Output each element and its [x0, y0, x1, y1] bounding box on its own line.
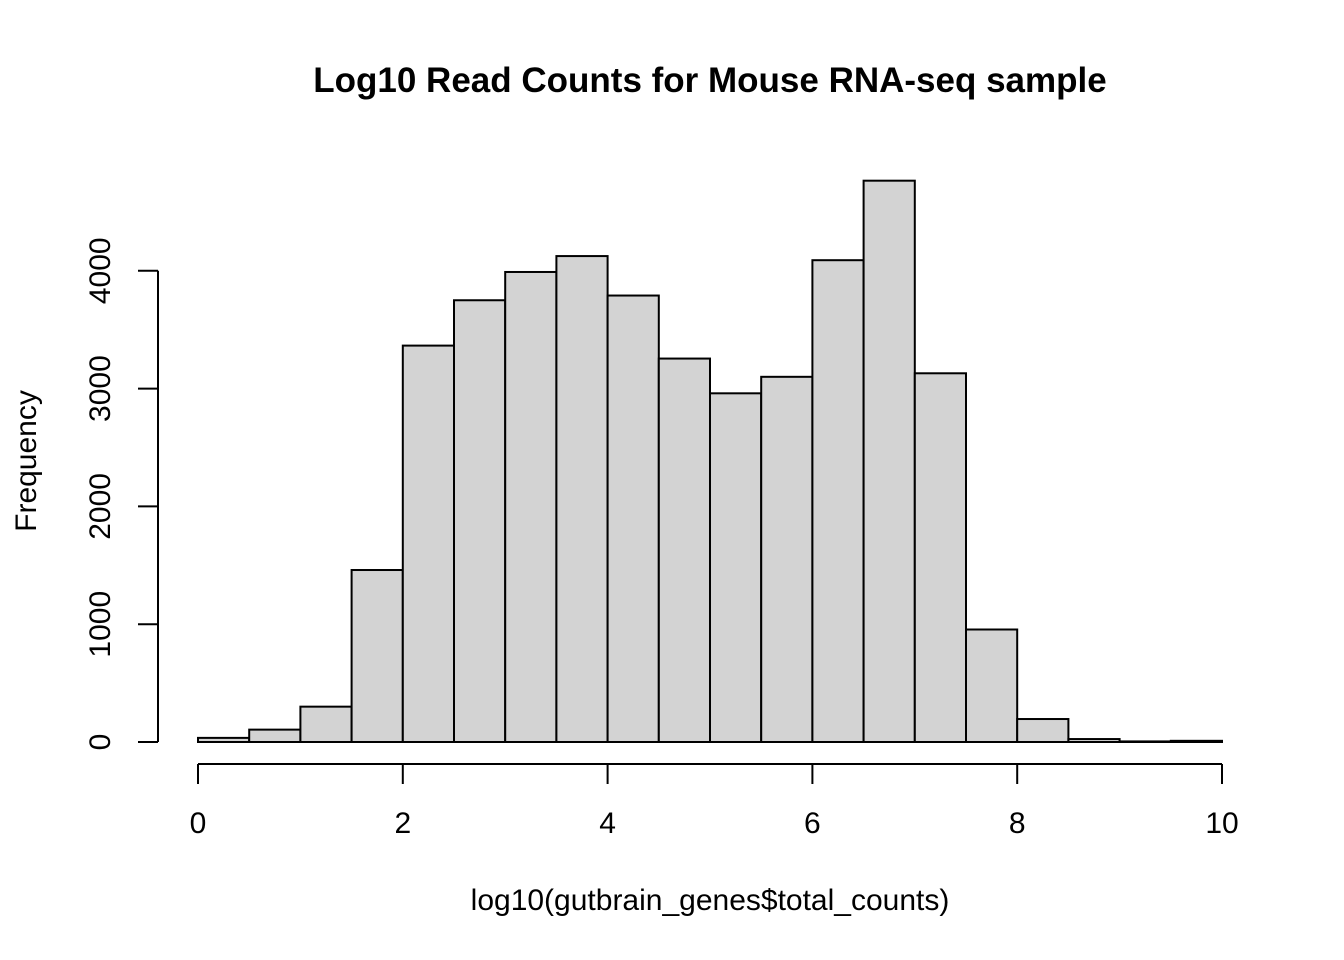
histogram-bar: [504, 270, 558, 743]
histogram-bar: [1067, 738, 1121, 743]
y-tick-label: 2000: [84, 473, 117, 540]
x-tick-label: 2: [394, 807, 411, 840]
histogram-bar: [657, 357, 711, 743]
histogram-bar: [606, 294, 660, 743]
y-tick-label: 1000: [84, 591, 117, 658]
histogram-bar: [248, 728, 302, 743]
histogram-bar: [913, 372, 967, 743]
y-axis: 0 1000 2000 3000 4000: [84, 237, 159, 751]
histogram-bar: [453, 299, 507, 743]
y-tick-label: 4000: [84, 237, 117, 304]
bars-group: [197, 179, 1224, 744]
histogram-bar: [709, 392, 763, 743]
histogram-bar: [401, 344, 455, 743]
y-tick-label: 0: [84, 734, 117, 751]
chart-title: Log10 Read Counts for Mouse RNA-seq samp…: [313, 61, 1106, 100]
histogram-bar: [197, 736, 251, 744]
histogram-bar: [350, 569, 404, 744]
histogram-bar: [1169, 739, 1224, 744]
x-tick-label: 10: [1205, 807, 1238, 840]
histogram-bar: [862, 179, 916, 744]
histogram-bar: [299, 705, 353, 743]
x-tick-label: 0: [190, 807, 207, 840]
histogram-bar: [1016, 718, 1070, 743]
histogram-bar: [1118, 740, 1172, 744]
x-tick-label: 6: [804, 807, 821, 840]
histogram-bar: [811, 259, 865, 743]
histogram-bar: [555, 255, 609, 743]
histogram-bar: [760, 375, 814, 743]
y-tick-label: 3000: [84, 355, 117, 422]
x-tick-label: 4: [599, 807, 616, 840]
y-axis-label: Frequency: [10, 390, 43, 532]
x-tick-label: 8: [1009, 807, 1026, 840]
x-axis-label: log10(gutbrain_genes$total_counts): [471, 884, 950, 917]
x-axis: 0 2 4 6 8 10: [190, 763, 1239, 840]
histogram-bar: [965, 628, 1019, 743]
